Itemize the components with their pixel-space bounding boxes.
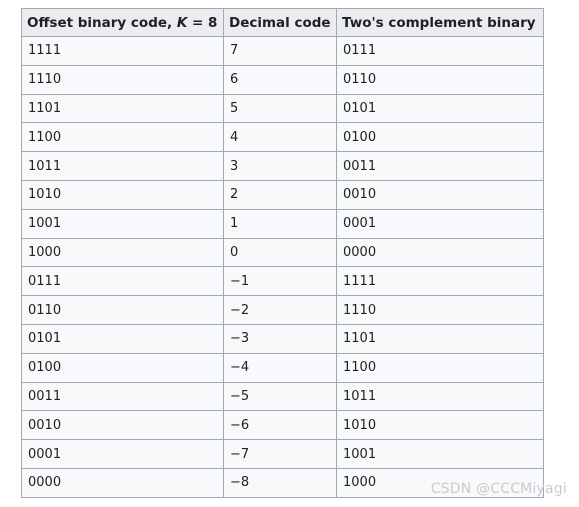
- cell-twos: 1011: [336, 381, 544, 412]
- cell-twos: 0100: [336, 122, 544, 153]
- cell-twos: 0110: [336, 64, 544, 95]
- table-row: 1111 7 0111: [21, 36, 544, 66]
- cell-twos: 0101: [336, 93, 544, 124]
- cell-offset: 1010: [21, 179, 224, 210]
- table-row: 1001 1 0001: [21, 208, 544, 239]
- cell-decimal: −8: [223, 467, 337, 498]
- cell-offset: 1111: [21, 36, 224, 66]
- table-header-row: Offset binary code, K = 8 Decimal code T…: [21, 8, 544, 37]
- cell-decimal: 0: [223, 237, 337, 268]
- cell-twos: 0001: [336, 208, 544, 239]
- cell-offset: 0110: [21, 295, 224, 325]
- cell-decimal: −4: [223, 352, 337, 383]
- cell-twos: 1110: [336, 295, 544, 325]
- table-row: 1101 5 0101: [21, 93, 544, 124]
- table-row: 1000 0 0000: [21, 237, 544, 268]
- cell-decimal: −7: [223, 439, 337, 469]
- header-decimal-code: Decimal code: [223, 8, 337, 37]
- table-row: 1100 4 0100: [21, 122, 544, 153]
- cell-decimal: 1: [223, 208, 337, 239]
- cell-offset: 1011: [21, 151, 224, 181]
- cell-twos: 0000: [336, 237, 544, 268]
- cell-offset: 0010: [21, 410, 224, 441]
- cell-decimal: 6: [223, 64, 337, 95]
- table-row: 0110 −2 1110: [21, 295, 544, 325]
- csdn-watermark: CSDN @CCCMiyagi: [430, 481, 567, 497]
- cell-offset: 0000: [21, 467, 224, 498]
- table-row: 1011 3 0011: [21, 151, 544, 181]
- cell-offset: 0100: [21, 352, 224, 383]
- table-row: 1110 6 0110: [21, 64, 544, 95]
- cell-twos: 1101: [336, 323, 544, 354]
- header-offset-k: K: [176, 14, 188, 31]
- cell-offset: 0111: [21, 266, 224, 297]
- table-row: 0010 −6 1010: [21, 410, 544, 441]
- cell-twos: 1010: [336, 410, 544, 441]
- cell-decimal: −2: [223, 295, 337, 325]
- table-container: Offset binary code, K = 8 Decimal code T…: [21, 8, 544, 498]
- table-row: 0011 −5 1011: [21, 381, 544, 412]
- header-offset-prefix: Offset binary code,: [27, 14, 177, 31]
- cell-decimal: 7: [223, 36, 337, 66]
- header-offset-binary: Offset binary code, K = 8: [21, 8, 224, 37]
- cell-twos: 0111: [336, 36, 544, 66]
- cell-decimal: −6: [223, 410, 337, 441]
- cell-decimal: −3: [223, 323, 337, 354]
- cell-decimal: 5: [223, 93, 337, 124]
- table-row: 0100 −4 1100: [21, 352, 544, 383]
- cell-decimal: 3: [223, 151, 337, 181]
- cell-twos: 1000: [336, 467, 544, 498]
- cell-twos: 1001: [336, 439, 544, 469]
- cell-decimal: 2: [223, 179, 337, 210]
- cell-twos: 1100: [336, 352, 544, 383]
- table-row: 1010 2 0010: [21, 179, 544, 210]
- cell-offset: 0001: [21, 439, 224, 469]
- cell-decimal: −1: [223, 266, 337, 297]
- cell-decimal: 4: [223, 122, 337, 153]
- header-twos-complement: Two's complement binary: [336, 8, 544, 37]
- table-row: 0000 −8 1000: [21, 467, 544, 498]
- cell-decimal: −5: [223, 381, 337, 412]
- cell-twos: 0011: [336, 151, 544, 181]
- table-row: 0101 −3 1101: [21, 323, 544, 354]
- cell-offset: 1110: [21, 64, 224, 95]
- cell-offset: 0101: [21, 323, 224, 354]
- table-row: 0001 −7 1001: [21, 439, 544, 469]
- cell-offset: 1001: [21, 208, 224, 239]
- cell-offset: 1100: [21, 122, 224, 153]
- cell-offset: 0011: [21, 381, 224, 412]
- header-offset-suffix: = 8: [187, 14, 218, 31]
- binary-code-table: Offset binary code, K = 8 Decimal code T…: [21, 8, 544, 498]
- table-row: 0111 −1 1111: [21, 266, 544, 297]
- cell-offset: 1000: [21, 237, 224, 268]
- cell-twos: 0010: [336, 179, 544, 210]
- cell-twos: 1111: [336, 266, 544, 297]
- cell-offset: 1101: [21, 93, 224, 124]
